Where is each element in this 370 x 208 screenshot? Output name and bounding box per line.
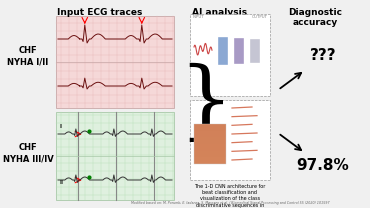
Text: Modified based on: M. Porumb, E. Iadanza, S. Massaro et al. / Biomedical Signal : Modified based on: M. Porumb, E. Iadanza… [131,201,329,205]
Text: OUTPUT: OUTPUT [252,15,268,19]
Text: Input ECG traces: Input ECG traces [57,8,143,17]
Text: ???: ??? [310,48,336,63]
FancyBboxPatch shape [234,38,244,64]
Text: CHF
NYHA I/II: CHF NYHA I/II [7,46,48,66]
FancyBboxPatch shape [194,131,226,137]
FancyBboxPatch shape [194,137,226,144]
Text: CHF
NYHA III/IV: CHF NYHA III/IV [3,143,53,163]
Text: Diagnostic
accuracy: Diagnostic accuracy [288,8,342,27]
FancyBboxPatch shape [194,124,226,164]
FancyBboxPatch shape [56,16,174,108]
Text: 97.8%: 97.8% [297,158,349,173]
FancyBboxPatch shape [250,39,260,63]
Text: AI analysis: AI analysis [192,8,248,17]
Text: II: II [59,124,62,129]
FancyBboxPatch shape [190,14,270,96]
Text: III: III [59,180,64,185]
FancyBboxPatch shape [218,37,228,65]
FancyBboxPatch shape [194,144,226,151]
FancyBboxPatch shape [194,124,226,131]
Text: The 1-D CNN architecture for
beat classification and
visualization of the class
: The 1-D CNN architecture for beat classi… [194,184,266,208]
Text: }: } [178,62,233,146]
Text: INPUT: INPUT [192,15,204,19]
FancyBboxPatch shape [190,100,270,180]
FancyBboxPatch shape [56,112,174,200]
